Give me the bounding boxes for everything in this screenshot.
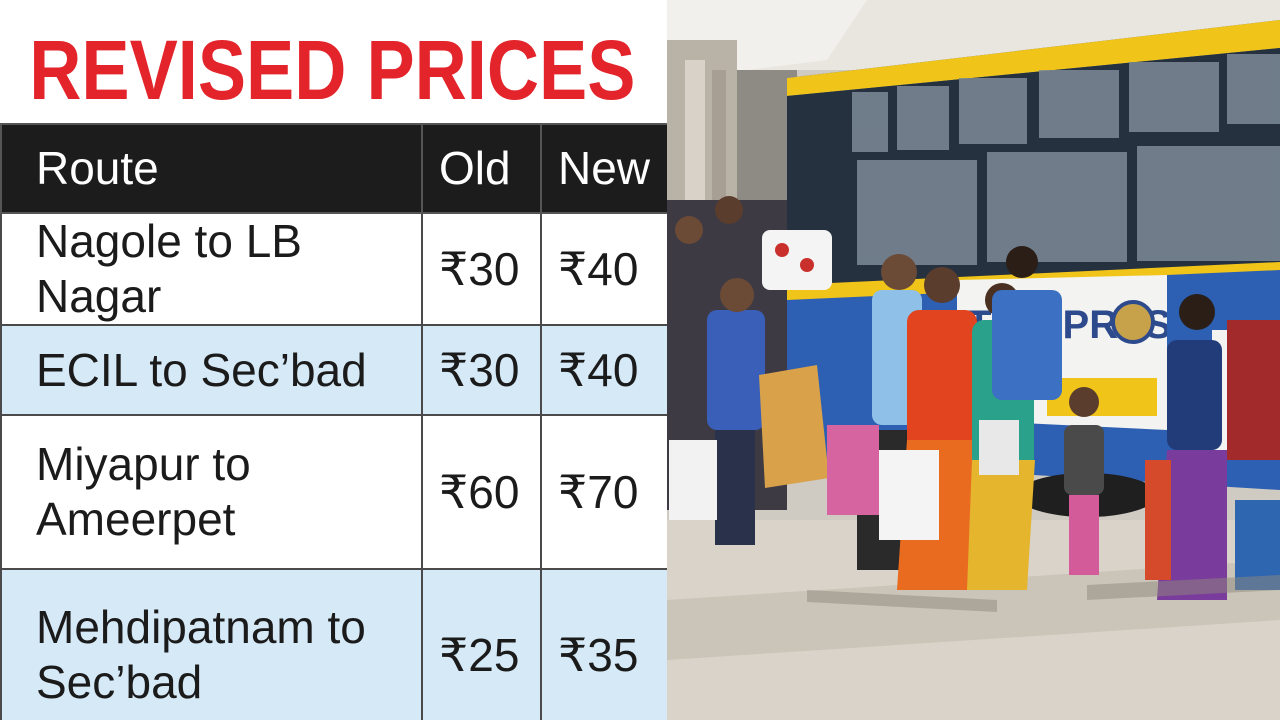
old-price-cell: ₹60 bbox=[421, 414, 542, 571]
new-price-cell: ₹35 bbox=[540, 568, 669, 720]
old-price-cell: ₹25 bbox=[421, 568, 542, 720]
table-row: Nagole to LB Nagar ₹30 ₹40 bbox=[0, 211, 669, 327]
route-cell: Mehdipatnam to Sec’bad bbox=[0, 568, 423, 720]
page-title: REVISED PRICES bbox=[29, 23, 636, 117]
route-cell: Nagole to LB Nagar bbox=[0, 211, 423, 327]
new-price-cell: ₹70 bbox=[540, 414, 669, 571]
header-old: Old bbox=[421, 123, 542, 214]
old-price-cell: ₹30 bbox=[421, 324, 542, 417]
table-row: Miyapur to Ameerpet ₹60 ₹70 bbox=[0, 414, 669, 571]
route-cell: Miyapur to Ameerpet bbox=[0, 414, 423, 571]
price-panel: REVISED PRICES Route Old New Nagole to L… bbox=[0, 23, 669, 720]
header-new: New bbox=[540, 123, 669, 214]
table-header-row: Route Old New bbox=[0, 123, 669, 214]
header-route: Route bbox=[0, 123, 423, 214]
table-row: ECIL to Sec’bad ₹30 ₹40 bbox=[0, 324, 669, 417]
old-price-cell: ₹30 bbox=[421, 211, 542, 327]
price-table: Route Old New Nagole to LB Nagar ₹30 ₹40… bbox=[0, 123, 669, 720]
table-row: Mehdipatnam to Sec’bad ₹25 ₹35 bbox=[0, 568, 669, 720]
bus-station-photo: TRO PRESS bbox=[667, 0, 1280, 720]
crowd bbox=[667, 196, 1280, 600]
new-price-cell: ₹40 bbox=[540, 211, 669, 327]
route-cell: ECIL to Sec’bad bbox=[0, 324, 423, 417]
new-price-cell: ₹40 bbox=[540, 324, 669, 417]
